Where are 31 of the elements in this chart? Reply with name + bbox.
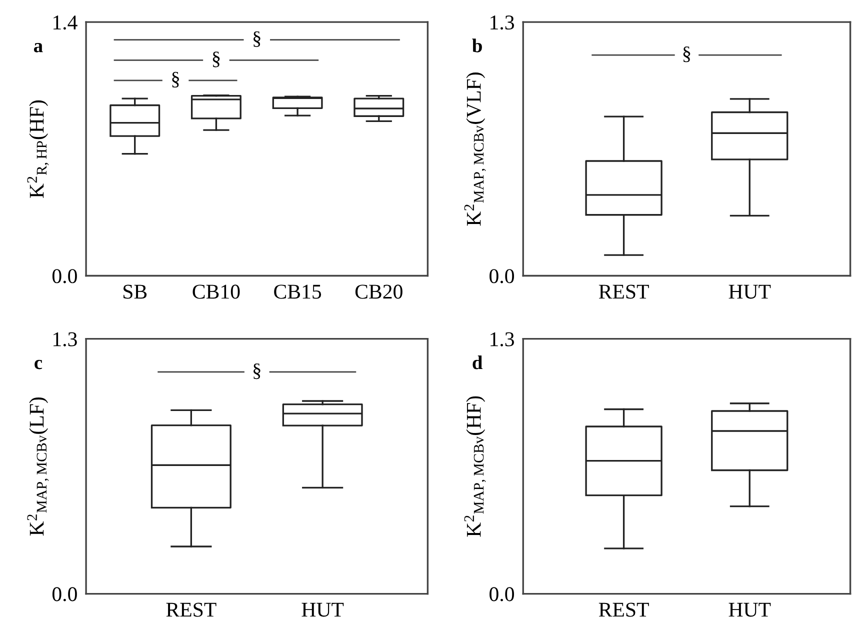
y-tick-label: 0.0 (490, 269, 514, 284)
annotation: § (172, 72, 179, 88)
annotation: § (683, 46, 690, 62)
x-tick-label: REST (598, 284, 649, 299)
y-tick-label: 1.3 (490, 16, 514, 30)
annotation: § (212, 52, 220, 68)
x-tick-label: CB15 (274, 284, 322, 299)
x-tick-label: HUT (728, 284, 771, 299)
x-tick-label: CB20 (355, 284, 402, 299)
y-axis-title: K$^{2}$$_{MAP,MCBv}$(HF) (464, 396, 486, 537)
y-tick-label: 1.3 (490, 332, 514, 346)
y-tick-label: 1.4 (54, 16, 78, 30)
x-tick-label: CB10 (192, 284, 240, 299)
x-tick-label: REST (598, 602, 649, 617)
text: b (472, 38, 482, 52)
y-axis-title: K$^{2}$$_{R,HP}$(HF) (27, 100, 49, 198)
y-axis-title: K$^{2}$$_{MAP,MCBv}$(LF) (27, 397, 49, 536)
annotation: § (254, 31, 260, 47)
y-tick-label: 0.0 (52, 587, 77, 602)
text: c (34, 360, 42, 370)
x-tick-label: REST (166, 602, 216, 617)
y-tick-label: 0.0 (490, 587, 514, 602)
x-tick-label: HUT (728, 602, 771, 617)
text: a (34, 43, 43, 52)
x-tick-label: HUT (302, 602, 344, 617)
y-tick-label: 1.3 (54, 332, 77, 346)
y-axis-title: K$^{2}$$_{MAP,MCBv}$(VLF) (464, 72, 486, 226)
x-tick-label: SB (124, 284, 147, 299)
annotation: § (254, 363, 260, 380)
text: d (472, 356, 483, 370)
y-tick-label: 0.0 (52, 269, 77, 284)
